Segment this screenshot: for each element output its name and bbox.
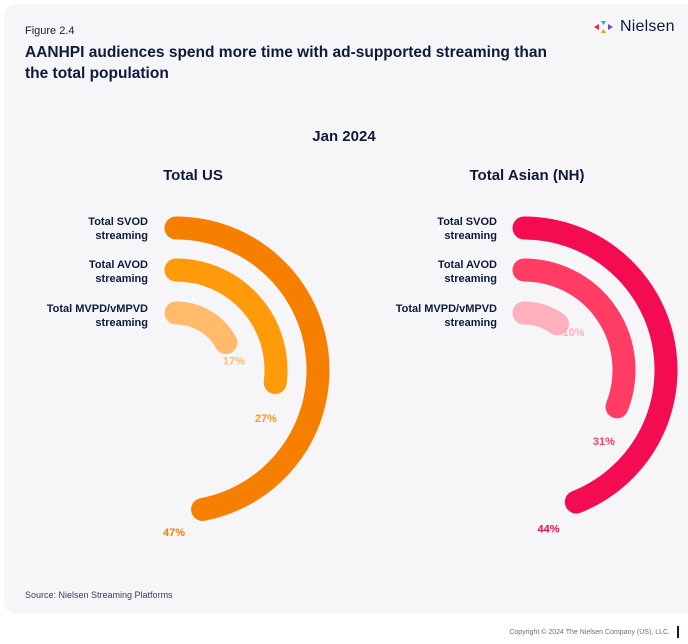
category-label-line: streaming	[95, 230, 148, 242]
arc-avod	[512, 258, 636, 419]
value-label-svod: 44%	[538, 524, 560, 536]
copyright-text: Copyright © 2024 The Nielsen Company (US…	[509, 629, 670, 636]
category-label-avod: Total AVOD streaming	[357, 258, 497, 286]
category-label-line: streaming	[95, 273, 148, 285]
logo-triangle-top	[601, 21, 606, 25]
radial-chart-total-us: 47% 27% 17%	[163, 216, 330, 539]
value-label-svod: 47%	[163, 527, 185, 539]
category-label-line: Total SVOD	[88, 216, 148, 228]
category-label-mvpd: Total MVPD/vMPVD streaming	[8, 302, 148, 330]
value-label-avod: 31%	[593, 436, 615, 448]
value-label-mvpd: 10%	[562, 327, 584, 339]
source-note: Source: Nielsen Streaming Platforms	[25, 590, 173, 600]
category-label-line: streaming	[95, 317, 148, 329]
logo-text: Nielsen	[620, 18, 675, 35]
category-label-line: Total MVPD/vMPVD	[395, 303, 497, 315]
value-label-mvpd: 17%	[223, 356, 245, 368]
category-label-svod: Total SVOD streaming	[357, 215, 497, 243]
logo-triangle-right	[608, 24, 613, 30]
chart-title-total-asian: Total Asian (NH)	[469, 167, 585, 184]
logo-triangle-bottom	[601, 29, 606, 33]
category-label-svod: Total SVOD streaming	[8, 215, 148, 243]
figure-label: Figure 2.4	[25, 25, 75, 37]
chart-title-total-us: Total US	[163, 167, 223, 184]
arc-mvpd	[164, 301, 238, 355]
arc-mvpd	[512, 301, 570, 336]
category-label-line: streaming	[444, 230, 497, 242]
value-label-avod: 27%	[255, 413, 277, 425]
arc-svod	[164, 216, 330, 521]
category-label-line: Total MVPD/vMPVD	[46, 303, 148, 315]
arc-svod	[512, 216, 678, 514]
chart-title: AANHPI audiences spend more time with ad…	[25, 44, 547, 82]
category-label-line: streaming	[444, 273, 497, 285]
category-label-avod: Total AVOD streaming	[8, 258, 148, 286]
period-label: Jan 2024	[312, 128, 376, 145]
radial-chart-total-asian: 44% 31% 10%	[512, 216, 678, 536]
page-divider	[677, 626, 679, 638]
category-label-mvpd: Total MVPD/vMPVD streaming	[357, 302, 497, 330]
category-label-line: Total AVOD	[437, 259, 497, 271]
category-label-line: Total SVOD	[437, 216, 497, 228]
logo-triangle-left	[594, 24, 599, 30]
category-label-line: Total AVOD	[88, 259, 148, 271]
arc-avod	[164, 258, 288, 395]
nielsen-logo: Nielsen	[594, 18, 675, 36]
category-label-line: streaming	[444, 317, 497, 329]
nielsen-logo-icon	[594, 21, 613, 33]
